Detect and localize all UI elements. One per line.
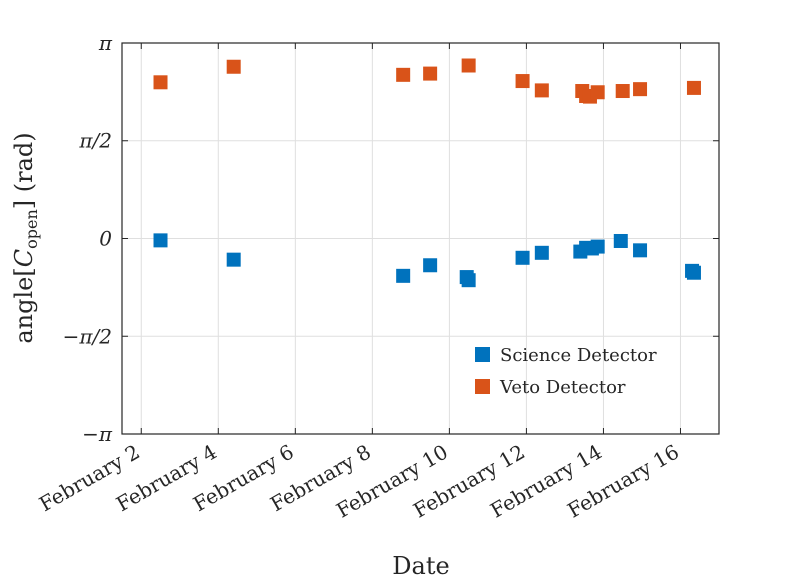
science-point: [590, 239, 605, 254]
veto-point: [590, 85, 605, 100]
veto-point: [633, 82, 648, 97]
veto-point: [515, 74, 530, 89]
science-point: [515, 250, 530, 265]
y-axis-title: angle[Copen] (rad): [10, 132, 41, 343]
legend-label-veto: Veto Detector: [499, 377, 626, 398]
y-tick-label: π: [98, 31, 113, 55]
veto-point: [686, 80, 701, 95]
legend-marker-science: [475, 347, 490, 362]
veto-point: [534, 83, 549, 98]
science-point: [423, 258, 438, 273]
veto-point: [396, 67, 411, 82]
veto-point: [226, 59, 241, 74]
science-point: [396, 268, 411, 283]
data-points: [153, 58, 701, 288]
veto-point: [153, 75, 168, 90]
y-tick-label: π/2: [78, 129, 112, 153]
veto-point: [423, 66, 438, 81]
science-point: [534, 245, 549, 260]
y-tick-label: −π: [82, 422, 113, 446]
x-axis-title: Date: [392, 552, 449, 580]
science-point: [226, 252, 241, 267]
legend: Science Detector Veto Detector: [475, 345, 657, 398]
y-tick-label: 0: [99, 227, 112, 251]
science-point: [613, 233, 628, 248]
science-point: [153, 233, 168, 248]
y-tick-labels: π π/2 0 −π/2 −π: [63, 31, 113, 446]
veto-point: [615, 84, 630, 99]
y-tick-label: −π/2: [63, 324, 112, 348]
legend-marker-veto: [475, 379, 490, 394]
science-point: [461, 273, 476, 288]
science-point: [686, 265, 701, 280]
science-point: [633, 243, 648, 258]
legend-label-science: Science Detector: [500, 345, 657, 366]
axis-ticks: [122, 42, 719, 435]
veto-point: [461, 58, 476, 73]
